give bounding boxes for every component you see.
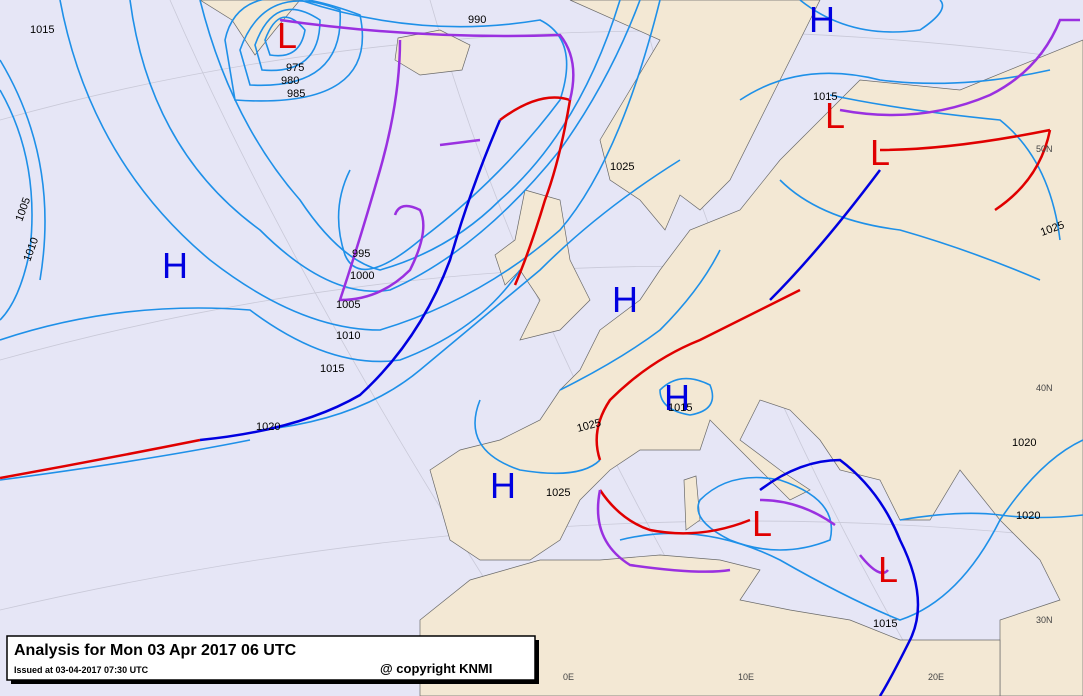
isobar-label: 1010 [336, 330, 360, 342]
copyright: @ copyright KNMI [380, 661, 492, 676]
isobar-label: 1015 [30, 24, 54, 36]
labels: L HLLHHHHLL101597598098599099510001005101… [14, 0, 1066, 682]
isobar-label: 980 [281, 75, 299, 87]
isobar-label: 1020 [1016, 510, 1040, 522]
isobar-label: 1020 [1012, 437, 1036, 449]
isobar-label: 1000 [350, 270, 374, 282]
isobars [0, 0, 1083, 621]
title: Analysis for Mon 03 Apr 2017 06 UTC [14, 642, 297, 659]
pressure-center: L [277, 15, 297, 56]
warm-front [0, 438, 201, 480]
isobar-label: 995 [352, 248, 370, 260]
warm-front [595, 288, 801, 535]
pressure-center: L [870, 132, 890, 173]
pressure-center: L [752, 503, 772, 544]
isobar-label: 975 [286, 62, 304, 74]
grid-label: 40N [1036, 383, 1053, 393]
land [199, 0, 1083, 696]
occluded-front [279, 18, 575, 302]
pressure-center: H [664, 377, 690, 418]
grid-label: 20E [928, 672, 944, 682]
cold-front [199, 119, 502, 442]
isobar-label: 1015 [873, 618, 897, 630]
british-isles [494, 189, 591, 341]
grid-label: 0E [563, 672, 574, 682]
box [6, 635, 536, 681]
warm-front [499, 96, 572, 286]
warm-front [879, 128, 1052, 212]
iceland [394, 29, 471, 76]
corsica-sardinia [683, 475, 701, 531]
pressure-center: H [809, 0, 835, 40]
isobar-label: 1025 [546, 487, 570, 499]
pressure-center: H [162, 245, 188, 286]
isobar-label: 1020 [256, 421, 280, 433]
pressure-center: L [878, 549, 898, 590]
grid-label: 50N [1036, 144, 1053, 154]
pressure-center: H [490, 465, 516, 506]
cold-front [759, 169, 920, 696]
grid-label: 30N [1036, 615, 1053, 625]
occluded-front [596, 18, 1080, 575]
isobar-label: 1025 [610, 161, 634, 173]
isobar-label: 1015 [668, 402, 692, 414]
fronts [0, 18, 1080, 696]
scandinavia [569, 0, 821, 231]
pressure-center: H [612, 279, 638, 320]
pressure-center: L [825, 95, 845, 136]
africa [419, 554, 1001, 696]
isobar-label: 1015 [813, 91, 837, 103]
isobar-label: 1015 [320, 363, 344, 375]
isobar-label: 985 [287, 88, 305, 100]
title-box: Analysis for Mon 03 Apr 2017 06 UTC Issu… [6, 635, 539, 684]
isobar-label: 1005 [336, 299, 360, 311]
issued: Issued at 03-04-2017 07:30 UTC [14, 665, 149, 675]
grid-label: 10E [738, 672, 754, 682]
europe [429, 39, 1083, 696]
isobar-label: 990 [468, 14, 486, 26]
